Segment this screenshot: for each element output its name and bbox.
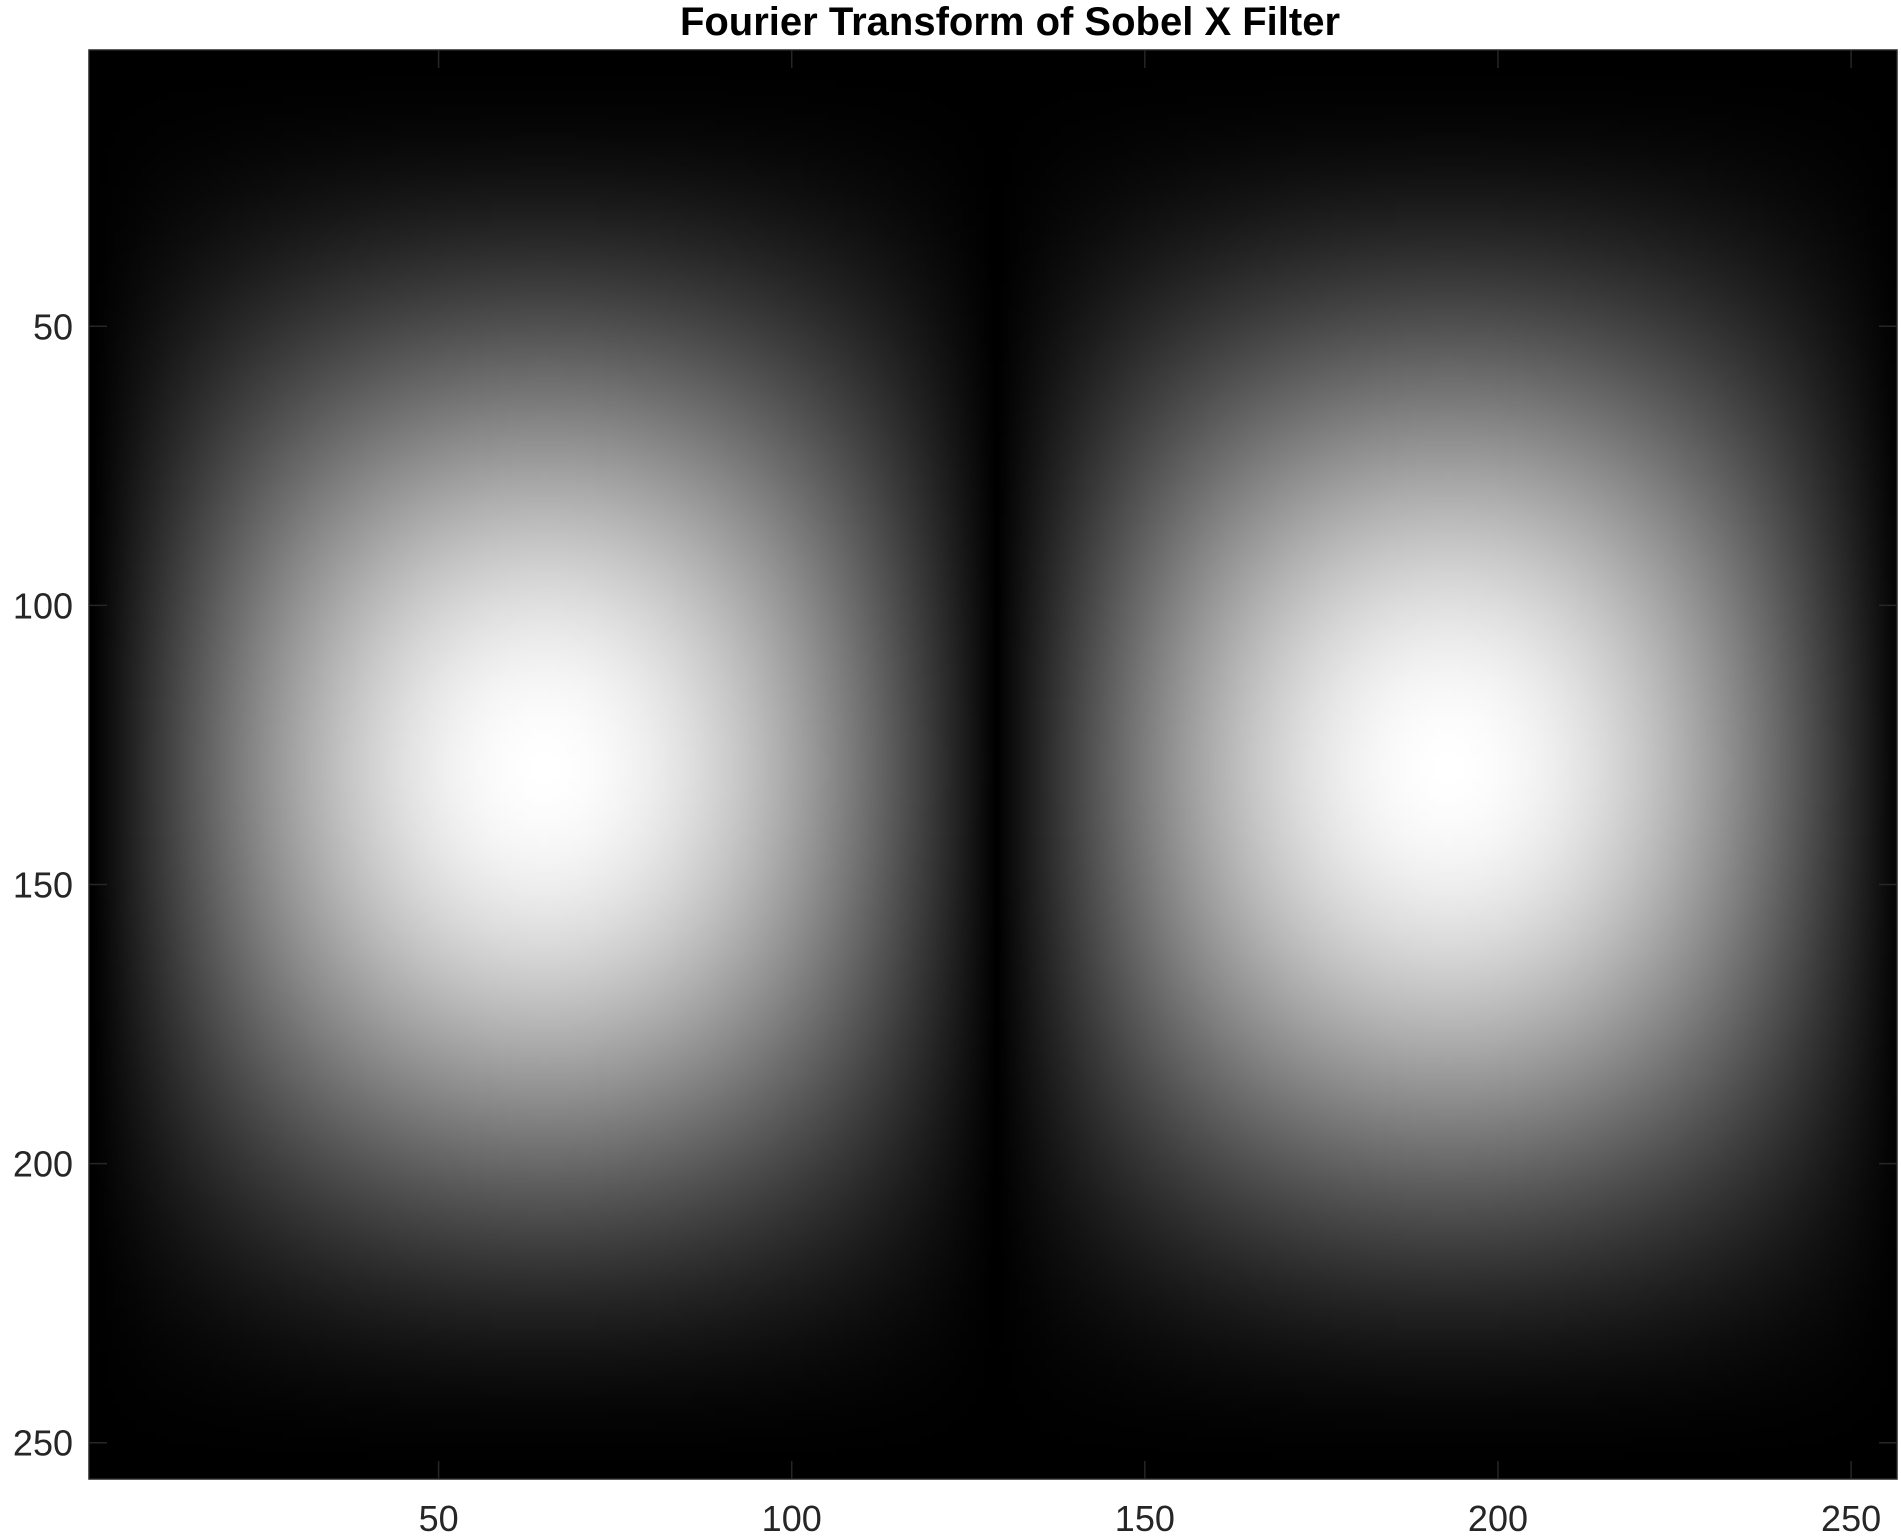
y-tick-label: 50 [33, 306, 73, 347]
y-tick-label: 100 [13, 585, 73, 626]
axes-box [88, 49, 1898, 1480]
x-tick-label: 150 [1115, 1498, 1175, 1536]
x-ticks: 50 100 150 200 250 [419, 50, 1881, 1536]
x-tick-label: 50 [419, 1498, 459, 1536]
x-tick-label: 250 [1821, 1498, 1881, 1536]
y-tick-label: 200 [13, 1144, 73, 1185]
chart-title: Fourier Transform of Sobel X Filter [680, 0, 1340, 44]
y-tick-label: 150 [13, 865, 73, 906]
plot-area [89, 50, 1897, 1479]
y-tick-label: 250 [13, 1423, 73, 1464]
y-ticks: 50 100 150 200 250 [13, 306, 1897, 1464]
x-tick-label: 200 [1468, 1498, 1528, 1536]
x-tick-label: 100 [762, 1498, 822, 1536]
heatmap-image [89, 50, 1897, 1479]
